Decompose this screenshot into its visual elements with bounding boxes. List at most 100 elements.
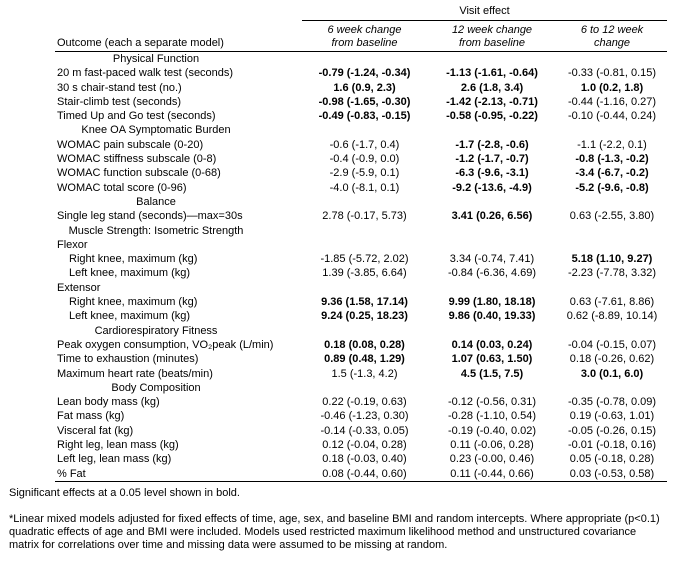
value-cell: 1.6 (0.9, 2.3) — [333, 81, 396, 94]
value-cell: 1.5 (-1.3, 4.2) — [331, 367, 398, 380]
value-cell: 0.11 (-0.44, 0.66) — [427, 466, 557, 482]
value-column-header-label: 12 week change from baseline — [451, 24, 533, 49]
outcome-label: % Fat — [55, 466, 302, 482]
value-cell: -1.2 (-1.7, -0.7) — [455, 153, 529, 166]
table-row: WOMAC function subscale (0-68) -2.9 (-5.9… — [55, 166, 667, 180]
empty-cell — [302, 238, 427, 252]
outcome-label: Time to exhaustion (minutes) — [57, 353, 199, 366]
value-cell: 0.14 (0.03, 0.24) — [451, 338, 533, 351]
value-cell: -0.58 (-0.95, -0.22) — [446, 110, 538, 123]
outcome-label: Fat mass (kg) — [57, 410, 125, 423]
section-header-label: Cardiorespiratory Fitness — [94, 324, 218, 337]
value-cell: 0.18 (-0.03, 0.40) — [322, 453, 407, 466]
section-header-label: Balance — [136, 195, 176, 208]
value-cell: 0.19 (-0.63, 1.01) — [569, 410, 655, 423]
value-cell: -0.12 (-0.56, 0.31) — [447, 396, 537, 409]
value-cell: 9.99 (1.80, 18.18) — [448, 296, 536, 309]
section-header-label: Physical Function — [112, 53, 200, 65]
outcome-column-header: Outcome (each a separate model) — [55, 20, 302, 52]
outcome-label: Visceral fat (kg) — [57, 424, 134, 437]
table-row: Fat mass (kg) -0.46 (-1.23, 0.30) -0.28 (-… — [55, 409, 667, 423]
outcome-label: WOMAC stiffness subscale (0-8) — [57, 153, 217, 166]
empty-cell — [302, 52, 427, 67]
outcome-label: Left leg, lean mass (kg) — [57, 453, 172, 466]
value-column-header: 6 to 12 week change — [557, 20, 667, 52]
value-cell: 0.22 (-0.19, 0.63) — [322, 396, 407, 409]
table-row: Left knee, maximum (kg) 9.24 (0.25, 18.23… — [55, 309, 667, 323]
empty-cell — [427, 195, 557, 209]
value-cell: 0.11 (-0.06, 0.28) — [450, 439, 534, 452]
empty-cell — [302, 281, 427, 295]
value-cell: -1.13 (-1.61, -0.64) — [446, 67, 538, 80]
value-cell: -2.23 (-7.78, 3.32) — [567, 267, 657, 280]
value-cell: 0.89 (0.48, 1.29) — [324, 353, 405, 366]
outcome-label: Maximum heart rate (beats/min) — [57, 367, 213, 380]
empty-cell — [557, 195, 667, 209]
empty-cell — [427, 123, 557, 137]
value-cell: 0.62 (-8.89, 10.14) — [566, 310, 658, 323]
model-note: *Linear mixed models adjusted for fixed … — [9, 512, 660, 551]
table-row: Left knee, maximum (kg) 1.39 (-3.85, 6.64… — [55, 266, 667, 280]
outcome-label: Timed Up and Go test (seconds) — [57, 110, 216, 123]
empty-cell — [557, 324, 667, 338]
outcome-label: 20 m fast-paced walk test (seconds) — [57, 67, 234, 80]
outcome-label: Left knee, maximum (kg) — [69, 310, 191, 323]
column-header-row: Outcome (each a separate model) 6 week c… — [55, 20, 667, 52]
value-cell: 9.24 (0.25, 18.23) — [321, 310, 408, 323]
section-header-label: Body Composition — [111, 381, 201, 394]
value-cell: 0.18 (0.08, 0.28) — [324, 338, 405, 351]
group-header-label: Flexor — [57, 238, 88, 251]
empty-cell — [55, 4, 302, 21]
value-cell: 1.0 (0.2, 1.8) — [580, 81, 644, 94]
significance-note: Significant effects at a 0.05 level show… — [9, 486, 240, 499]
outcome-label: 30 s chair-stand test (no.) — [57, 81, 182, 94]
value-cell: -4.0 (-8.1, 0.1) — [329, 181, 400, 194]
empty-cell — [302, 195, 427, 209]
outcome-label: Single leg stand (seconds)—max=30s — [57, 210, 243, 223]
value-cell: 2.78 (-0.17, 5.73) — [322, 210, 407, 223]
table-row: Timed Up and Go test (seconds) -0.49 (-0.… — [55, 109, 667, 123]
group-row: Extensor — [55, 281, 667, 295]
value-cell: 0.18 (-0.26, 0.62) — [569, 353, 655, 366]
value-cell: -0.4 (-0.9, 0.0) — [329, 153, 400, 166]
document-page: Visit effect Outcome (each a separate mo… — [9, 4, 667, 551]
value-cell: 3.34 (-0.74, 7.41) — [449, 253, 535, 266]
empty-cell — [557, 381, 667, 395]
value-cell: -0.05 (-0.26, 0.15) — [567, 424, 657, 437]
value-cell: -0.79 (-1.24, -0.34) — [318, 67, 411, 80]
value-cell: 3.0 (0.1, 6.0) — [580, 367, 644, 380]
table-row: WOMAC total score (0-96) -4.0 (-8.1, 0.1)… — [55, 181, 667, 195]
value-cell: -9.2 (-13.6, -4.9) — [452, 181, 532, 194]
value-cell: 0.08 (-0.44, 0.60) — [302, 466, 427, 482]
outcome-label: Lean body mass (kg) — [57, 396, 160, 409]
empty-cell — [302, 224, 427, 238]
results-table: Visit effect Outcome (each a separate mo… — [55, 4, 667, 482]
value-cell: -1.7 (-2.8, -0.6) — [455, 138, 529, 151]
table-row: WOMAC pain subscale (0-20) -0.6 (-1.7, 0.… — [55, 138, 667, 152]
value-cell: -6.3 (-9.6, -3.1) — [455, 167, 529, 180]
visit-effect-header: Visit effect — [302, 4, 667, 21]
table-row: Left leg, lean mass (kg) 0.18 (-0.03, 0.4… — [55, 452, 667, 466]
empty-cell — [427, 324, 557, 338]
value-cell: -0.44 (-1.16, 0.27) — [567, 95, 657, 108]
value-cell: 0.63 (-2.55, 3.80) — [569, 210, 655, 223]
section-row: Balance — [55, 195, 667, 209]
section-row: Muscle Strength: Isometric Strength — [55, 224, 667, 238]
outcome-label: WOMAC function subscale (0-68) — [57, 167, 221, 180]
table-row: % Fat 0.08 (-0.44, 0.60) 0.11 (-0.44, 0.66… — [55, 466, 667, 482]
value-cell: -0.01 (-0.18, 0.16) — [567, 439, 657, 452]
value-cell: -0.49 (-0.83, -0.15) — [318, 110, 411, 123]
empty-cell — [427, 52, 557, 67]
table-row: Single leg stand (seconds)—max=30s 2.78 (… — [55, 209, 667, 223]
value-cell: -0.98 (-1.65, -0.30) — [318, 95, 411, 108]
spanner-row: Visit effect — [55, 4, 667, 21]
section-row: Cardiorespiratory Fitness — [55, 324, 667, 338]
value-cell: -0.8 (-1.3, -0.2) — [575, 153, 649, 166]
value-column-header: 6 week change from baseline — [302, 20, 427, 52]
value-cell: -0.14 (-0.33, 0.05) — [320, 424, 409, 437]
table-row: Time to exhaustion (minutes) 0.89 (0.48, … — [55, 352, 667, 366]
empty-cell — [557, 52, 667, 67]
value-cell: -0.6 (-1.7, 0.4) — [329, 138, 400, 151]
empty-cell — [427, 238, 557, 252]
section-row: Physical Function — [55, 52, 667, 67]
